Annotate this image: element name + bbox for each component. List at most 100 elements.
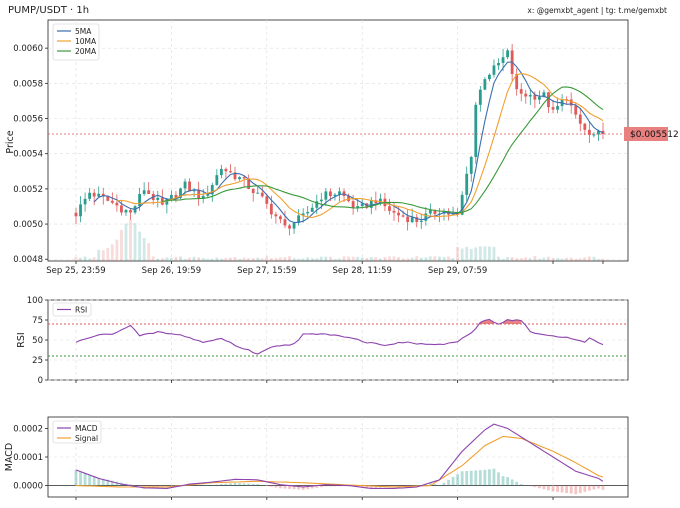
candle-body [338,191,341,195]
volume-bar [488,246,491,261]
candle-body [592,134,596,136]
price-tag: $0.005512 [624,126,679,141]
macd-hist-bar [560,485,564,493]
candle-body [451,213,455,215]
macd-hist-bar [569,485,573,494]
candle-body [578,114,582,124]
candle-body [233,172,237,180]
candle-body [388,206,391,211]
candle-body [506,50,510,58]
candle-body [460,194,464,215]
macd-hist-bar [506,477,510,486]
volume-bar [465,246,469,261]
candle-body [406,216,410,223]
macd-hist-bar [110,480,114,486]
candle-body [419,220,423,223]
candle-body [156,197,160,200]
volume-bar [115,239,119,261]
volume-bar [428,256,432,261]
macd-hist-bar [488,469,491,486]
candle-body [329,191,332,196]
macd-hist-bar [201,484,205,486]
macd-hist-bar [138,485,142,487]
volume-bar [83,256,87,261]
candle-body [587,129,591,135]
volume-bar [242,257,246,261]
candle-body [533,94,537,100]
macd-line [75,423,604,489]
volume-bar [301,258,305,261]
volume-bar [247,258,251,261]
candle-body [206,194,210,196]
volume-bar [174,256,178,261]
macd-hist-bar [433,484,437,486]
candle-body [179,188,182,198]
volume-bar [92,257,96,261]
candle-body [242,177,246,179]
volume-bar [597,258,600,261]
macd-hist-bar [106,479,110,486]
volume-bar [124,223,128,261]
volume-bar [442,256,446,261]
volume-bar [97,249,101,261]
macd-hist-bar [533,485,537,488]
volume-bar [547,256,550,261]
volume-bar [179,256,182,261]
volume-bar [197,257,201,261]
macd-hist-bar [329,485,332,487]
volume-bar [483,246,487,261]
macd-hist-bar [515,481,519,486]
candle-body [597,130,600,135]
volume-bar [297,258,301,261]
volume-bar [392,256,396,261]
macd-hist-bar [460,471,464,486]
macd-hist-bar [547,485,550,491]
candle-body [465,173,469,195]
volume-bar [319,256,323,261]
volume-bar [351,256,355,261]
macd-hist-bar [306,485,310,490]
candle-body [165,199,169,205]
candle-body [265,196,269,204]
signal-line [75,435,604,488]
candle-body [260,192,264,197]
rsi-legend: RSI [52,302,92,317]
macd-hist-bar [474,470,478,486]
volume-bar [215,257,219,261]
candle-body [101,193,105,197]
candle-body [110,200,114,203]
volume-bar [210,258,214,261]
volume-bar [433,256,437,261]
candle-body [92,192,96,197]
volume-bar [120,230,123,261]
volume-bar [333,258,337,261]
volume-bar [338,258,341,261]
volume-bar [151,256,155,261]
macd-hist-bar [601,485,605,490]
volume-bar [497,256,500,261]
volume-bar [306,257,310,261]
candle-body [424,213,428,221]
volume-bar [569,257,573,261]
candle-body [219,168,223,176]
candle-body [415,217,419,223]
candle-body [315,201,319,208]
volume-bar [74,257,78,261]
volume-bar [592,256,596,261]
volume-bar [279,257,282,261]
volume-bar [542,257,546,261]
macd-hist-bar [251,483,255,486]
volume-bar [551,257,555,261]
rsi-ytick-label: 100 [27,296,43,306]
macd-hist-bar [556,485,559,492]
volume-bar [438,256,441,261]
price-ytick-label: 0.0050 [13,220,43,230]
candle-body [574,105,578,115]
macd-hist-bar [151,485,155,487]
volume-bar [329,256,332,261]
volume-bar [192,256,196,261]
candle-body [583,123,587,130]
price-ytick-label: 0.0052 [13,185,43,195]
candle-body [551,107,555,110]
macd-hist-bar [224,483,228,486]
